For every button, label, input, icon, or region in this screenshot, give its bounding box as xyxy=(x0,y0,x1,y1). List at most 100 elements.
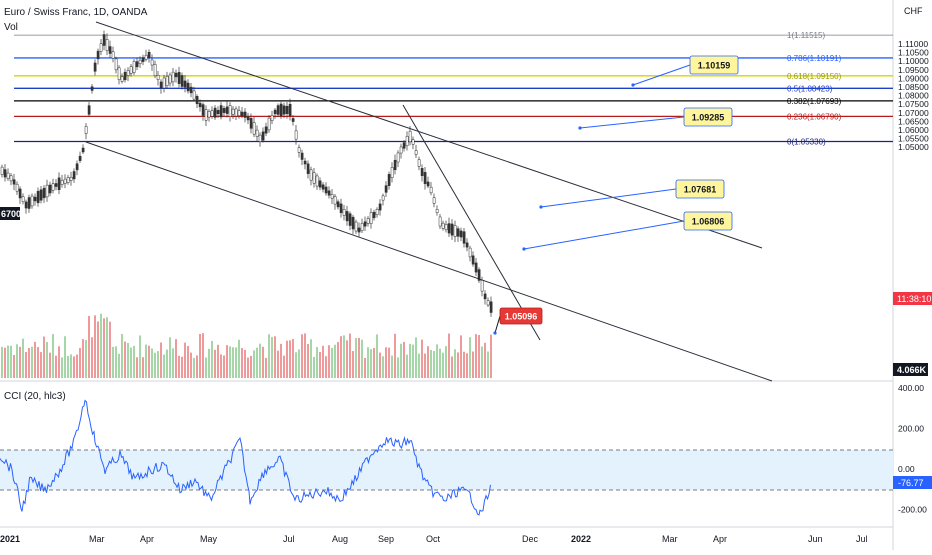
volume-bar xyxy=(409,343,411,378)
channel-lower-line[interactable] xyxy=(85,141,773,382)
volume-bar xyxy=(4,347,6,378)
fib-level-label: 0(1.05330) xyxy=(787,138,826,147)
candle-body xyxy=(192,90,196,100)
candle-body xyxy=(42,187,46,199)
volume-bar xyxy=(463,351,465,378)
volume-bar xyxy=(277,350,279,378)
volume-bar xyxy=(139,335,141,378)
candle-body xyxy=(459,230,463,238)
volume-bar xyxy=(178,355,180,378)
candle-body xyxy=(405,136,409,146)
volume-bar xyxy=(469,337,471,378)
volume-bar xyxy=(394,333,396,378)
volume-bar xyxy=(211,340,213,378)
volume-badge xyxy=(893,363,928,376)
callout-box[interactable] xyxy=(675,179,725,199)
volume-bar xyxy=(349,333,351,378)
volume-bar xyxy=(343,335,345,378)
fibonacci-retracement[interactable]: 1(1.11515) 0.786(1.10191) 0.618(1.09150) 0.… xyxy=(14,31,893,147)
volume-bar xyxy=(373,348,375,378)
volume-bar xyxy=(376,334,378,378)
price-axis[interactable]: 1.110001.105001.100001.095001.090001.085… xyxy=(898,39,929,152)
candle-body xyxy=(468,247,472,258)
volume-bar xyxy=(271,336,273,378)
volume-bar xyxy=(181,356,183,378)
candle-body xyxy=(252,122,256,135)
candle-body xyxy=(330,194,334,199)
volume-bar xyxy=(319,351,321,378)
volume-bar xyxy=(340,336,342,378)
candle-body xyxy=(384,185,388,193)
candle-body xyxy=(309,169,313,181)
candle-body xyxy=(165,76,169,86)
volume-bar xyxy=(304,333,306,378)
callout-box[interactable] xyxy=(689,55,739,75)
callout-text: 1.07681 xyxy=(684,185,717,195)
candle-body xyxy=(387,174,391,186)
volume-bar xyxy=(82,339,84,378)
volume-bar xyxy=(310,339,312,378)
volume-bar xyxy=(481,346,483,378)
fib-level-label: 0.786(1.10191) xyxy=(787,54,842,63)
candle-body xyxy=(231,108,235,115)
volume-bar xyxy=(385,347,387,378)
candle-body xyxy=(282,105,286,115)
volume-bar xyxy=(265,357,267,378)
volume-bar xyxy=(91,337,93,378)
callout-box[interactable] xyxy=(499,307,543,325)
cci-label: CCI (20, hlc3) xyxy=(4,391,66,402)
candle-body xyxy=(15,183,19,192)
cci-current-badge xyxy=(893,476,932,489)
candle-body xyxy=(462,231,466,244)
volume-bar xyxy=(253,350,255,378)
volume-bar xyxy=(316,346,318,378)
cci-axis[interactable]: 400.00 200.00 0.00 -200.00 xyxy=(898,383,927,515)
price-callouts[interactable]: 1.10159 1.09285 1.07681 1.06806 1.05096 xyxy=(493,55,739,335)
candle-body xyxy=(357,227,361,233)
volume-bar xyxy=(154,352,156,378)
channel-upper-line[interactable] xyxy=(95,21,763,249)
price-tick-label: 1.10000 xyxy=(898,56,929,66)
candle-body xyxy=(207,111,211,118)
time-axis[interactable]: 2021 Mar Apr May Jul Aug Sep Oct Dec 2022 Mar Apr Ju… xyxy=(0,534,868,544)
volume-bar xyxy=(190,352,192,378)
candle-body xyxy=(327,190,331,196)
callout-box[interactable] xyxy=(683,107,733,127)
volume-bar xyxy=(49,352,51,378)
candle-body xyxy=(126,70,130,76)
time-tick-label: Sep xyxy=(378,534,394,544)
callout-anchor xyxy=(539,205,543,209)
candle-body xyxy=(102,34,106,46)
candle-body xyxy=(396,152,400,163)
candle-body xyxy=(156,75,160,80)
price-tick-label: 1.07500 xyxy=(898,99,929,109)
volume-bar xyxy=(169,337,171,378)
volume-bar xyxy=(163,354,165,378)
candle-body xyxy=(120,76,124,82)
candle-body xyxy=(153,63,157,77)
price-tick-label: 1.06000 xyxy=(898,125,929,135)
volume-bar xyxy=(124,341,126,378)
candle-body xyxy=(348,213,352,226)
volume-bar xyxy=(16,344,18,378)
volume-bar xyxy=(67,355,69,378)
trend-line[interactable] xyxy=(402,104,541,341)
time-tick-label: Jun xyxy=(808,534,823,544)
candle-body xyxy=(291,118,295,122)
volume-bar xyxy=(85,340,87,378)
time-tick-label: Dec xyxy=(522,534,539,544)
time-tick-label: Mar xyxy=(89,534,105,544)
candle-body xyxy=(285,106,289,114)
candle-body xyxy=(72,171,76,180)
callout-box[interactable] xyxy=(683,211,733,231)
volume-bar xyxy=(76,354,78,378)
volume-bar xyxy=(301,334,303,378)
candle-body xyxy=(480,280,484,292)
volume-bar xyxy=(364,357,366,378)
volume-bar xyxy=(235,347,237,378)
callout-connector xyxy=(523,220,685,250)
candle-body xyxy=(96,50,100,60)
candle-body xyxy=(450,223,454,236)
candle-body xyxy=(30,195,34,207)
